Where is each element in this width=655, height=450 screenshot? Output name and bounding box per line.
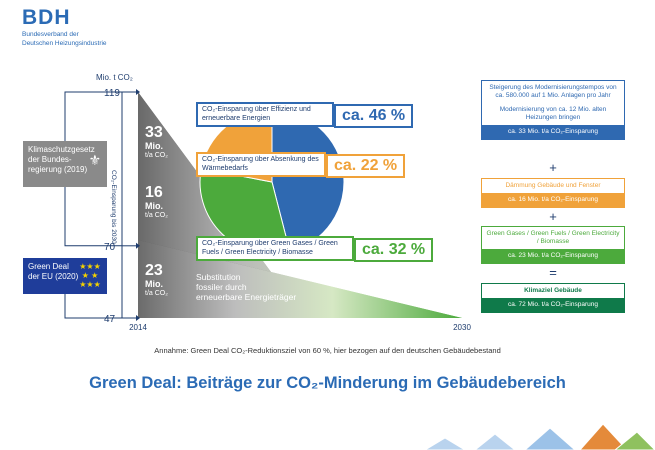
- big-number-23-unit: Mio.: [145, 279, 163, 289]
- x-tick-label-2030: 2030: [453, 323, 471, 332]
- slice-pct-efficiency: ca. 46 %: [334, 104, 414, 128]
- law-label: Klimaschutzgesetz der Bundes-regierung (…: [28, 145, 95, 174]
- eu-flag-icon: ★★★ ★ ★ ★★★: [79, 262, 101, 289]
- slice-pct-green-gases: ca. 32 %: [354, 238, 434, 262]
- big-number-33-unit: Mio.: [145, 141, 163, 151]
- y-tick-arrow-47: [136, 315, 140, 321]
- measure-green-gases-text: Green Gases / Green Fuels / Green Electr…: [486, 230, 620, 245]
- slice-label-green-gases-text: CO₂-Einsparung über Green Gases / Green …: [202, 240, 338, 256]
- eu-label: Green Deal der EU (2020): [28, 262, 79, 281]
- measure-modernisation-text-2: Modernisierung von ca. 12 Mio. alten Hei…: [499, 106, 607, 121]
- slice-label-heat-demand-text: CO₂-Einsparung über Absenkung des Wärmeb…: [202, 156, 319, 172]
- axis-unit: Mio. t CO₂: [96, 73, 133, 82]
- measure-green-gases-saving: ca. 23 Mio. t/a CO₂-Einsparung: [482, 249, 624, 263]
- big-number-23-sub: t/a CO₂: [145, 290, 168, 297]
- plus-sign-2: +: [549, 209, 557, 224]
- reduction-wedge: [138, 92, 462, 318]
- logo-line-1: Bundesverband der: [22, 31, 79, 38]
- bracket-layer: [64, 91, 122, 319]
- eu-bracket-bottom: [64, 294, 122, 319]
- big-number-23-value: 23: [145, 262, 163, 279]
- law-bracket-bottom: [64, 187, 122, 247]
- y-tick-label-119: 119: [104, 88, 120, 99]
- measure-insulation-saving: ca. 16 Mio. t/a CO₂-Einsparung: [482, 193, 624, 207]
- assumption-note: Annahme: Green Deal CO₂-Reduktionsziel v…: [154, 346, 501, 355]
- measure-box-green-gases: Green Gases / Green Fuels / Green Electr…: [481, 226, 625, 264]
- y-tick-arrow-70: [136, 242, 140, 249]
- slice-label-efficiency-text: CO₂-Einsparung über Effizienz und erneue…: [202, 106, 311, 122]
- measure-modernisation-text-1: Steigerung des Modernisierungstempos von…: [489, 84, 617, 99]
- slice-label-heat-demand: CO₂-Einsparung über Absenkung des Wärmeb…: [196, 152, 326, 177]
- pie-layer: [199, 109, 345, 255]
- substitution-line-3: erneuerbare Energieträger: [196, 292, 297, 302]
- measure-climate-target-saving: ca. 72 Mio. t/a CO₂-Einsparung: [482, 298, 624, 312]
- logo-line-2: Deutschen Heizungsindustrie: [22, 40, 107, 47]
- plus-sign-1: +: [549, 160, 557, 175]
- big-number-33-value: 33: [145, 124, 163, 141]
- cube-1: [424, 437, 466, 450]
- big-number-33: 33 Mio. t/a CO₂: [145, 124, 168, 160]
- slice-label-efficiency: CO₂-Einsparung über Effizienz und erneue…: [196, 102, 334, 127]
- substitution-line-2: fossiler durch: [196, 282, 247, 292]
- axis-layer: 119 70 47 2014 2030: [104, 88, 471, 332]
- substitution-label: Substitution fossiler durch erneuerbare …: [196, 272, 296, 302]
- cube-5: [614, 431, 655, 450]
- y-tick-label-47: 47: [104, 314, 116, 325]
- bdh-logo: BDH Bundesverband der Deutschen Heizungs…: [22, 6, 107, 48]
- measure-box-insulation: Dämmung Gebäude und Fenster ca. 16 Mio. …: [481, 178, 625, 208]
- law-bracket-top: [64, 91, 122, 141]
- eagle-icon: ⚜: [88, 152, 101, 168]
- decorative-cubes: [424, 423, 655, 450]
- big-number-16-value: 16: [145, 184, 163, 201]
- measure-box-climate-target: Klimaziel Gebäude ca. 72 Mio. t/a CO₂-Ei…: [481, 283, 625, 313]
- measure-insulation-text: Dämmung Gebäude und Fenster: [505, 182, 601, 189]
- big-number-16: 16 Mio. t/a CO₂: [145, 184, 168, 220]
- slice-label-green-gases: CO₂-Einsparung über Green Gases / Green …: [196, 236, 354, 261]
- substitution-line-1: Substitution: [196, 272, 241, 282]
- equals-sign: =: [549, 265, 557, 280]
- eu-box: Green Deal der EU (2020) ★★★ ★ ★ ★★★: [23, 258, 107, 294]
- slice-pct-heat-demand: ca. 22 %: [326, 154, 406, 178]
- big-number-33-sub: t/a CO₂: [145, 152, 168, 159]
- cube-3: [524, 427, 576, 450]
- big-number-16-unit: Mio.: [145, 201, 163, 211]
- measure-climate-target-text: Klimaziel Gebäude: [524, 287, 582, 294]
- big-number-23: 23 Mio. t/a CO₂: [145, 262, 168, 298]
- page-title: Green Deal: Beiträge zur CO₂-Minderung i…: [89, 374, 566, 392]
- y-tick-label-70: 70: [104, 242, 116, 253]
- law-box: Klimaschutzgesetz der Bundes-regierung (…: [23, 141, 107, 187]
- x-tick-label-2014: 2014: [129, 323, 147, 332]
- cube-4: [579, 423, 628, 450]
- big-number-16-sub: t/a CO₂: [145, 212, 168, 219]
- logo-mark: BDH: [22, 6, 71, 29]
- cube-2: [474, 433, 516, 450]
- y-tick-arrow-119: [136, 89, 140, 95]
- measure-box-modernisation: Steigerung des Modernisierungstempos von…: [481, 80, 625, 140]
- axis-vertical-label: CO₂-Einsparung bis 2030: [110, 170, 117, 244]
- measure-modernisation-saving: ca. 33 Mio. t/a CO₂-Einsparung: [482, 125, 624, 139]
